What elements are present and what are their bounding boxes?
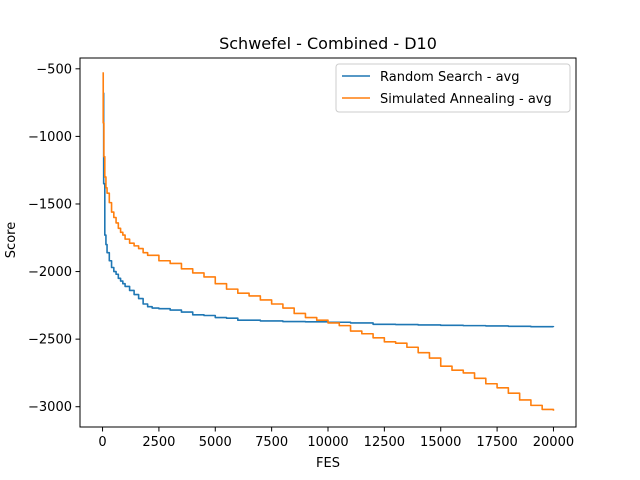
y-axis-label: Score (4, 222, 19, 258)
y-tick-label: −1000 (28, 130, 72, 145)
series-line-1 (102, 72, 555, 411)
y-tick-label: −500 (36, 62, 72, 77)
ticks-layer: 0 2500 5000 7500 10000 12500 15000 17500 20000 −3… (28, 62, 574, 450)
series-layer (102, 72, 555, 411)
x-tick-label: 12500 (364, 435, 405, 450)
chart-title: Schwefel - Combined - D10 (219, 34, 437, 53)
y-tick-label: −2000 (28, 265, 72, 280)
x-tick-label: 10000 (307, 435, 348, 450)
y-tick-label: −1500 (28, 197, 72, 212)
legend-box (335, 63, 571, 113)
x-tick-label: 0 (98, 435, 106, 450)
y-tick-label: −3000 (28, 400, 72, 415)
x-tick-label: 7500 (255, 435, 288, 450)
legend: Random Search - avg Simulated Annealing … (335, 63, 571, 113)
y-tick-label: −2500 (28, 333, 72, 348)
x-tick-label: 17500 (476, 435, 517, 450)
legend-label-random-search: Random Search - avg (380, 70, 519, 85)
plot-frame (79, 57, 577, 428)
x-tick-label: 2500 (142, 435, 175, 450)
x-tick-label: 15000 (420, 435, 461, 450)
series-line-0 (102, 92, 555, 328)
x-axis-label: FES (316, 456, 340, 471)
x-tick-label: 20000 (533, 435, 574, 450)
legend-label-simulated-annealing: Simulated Annealing - avg (380, 92, 552, 107)
x-tick-label: 5000 (199, 435, 232, 450)
